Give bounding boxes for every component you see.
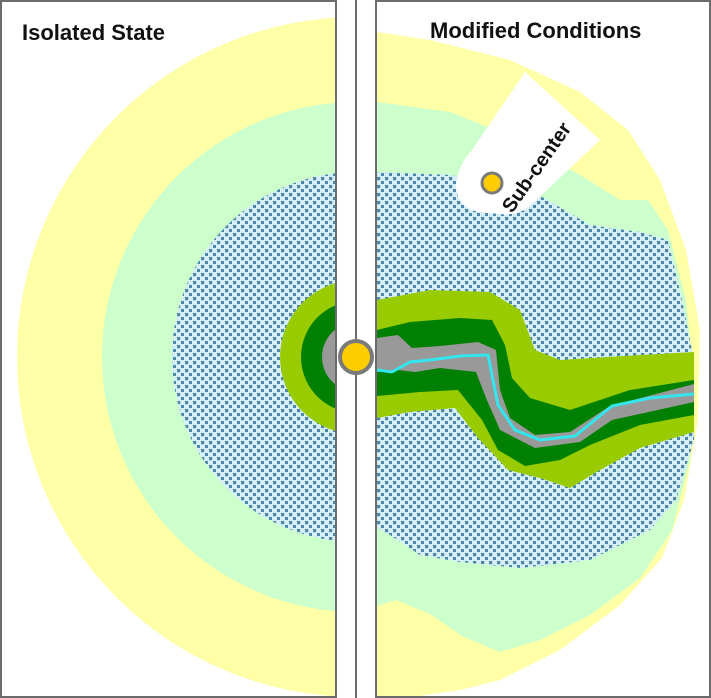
right-panel-title: Modified Conditions [430,18,641,43]
sub-center-node-icon [480,171,504,195]
corridor-gray-core [377,335,694,448]
left-panel-isolated-state [17,17,335,696]
river-line [377,353,695,442]
left-panel-title: Isolated State [22,20,165,45]
right-panel-modified-conditions: Sub-center [377,32,700,696]
gray-core [322,329,335,385]
right-panel-frame [375,0,711,698]
dotted-zone-ring [172,173,335,541]
dark-green-band [301,305,335,409]
left-panel-frame [0,0,337,698]
central-node-icon [338,339,374,375]
